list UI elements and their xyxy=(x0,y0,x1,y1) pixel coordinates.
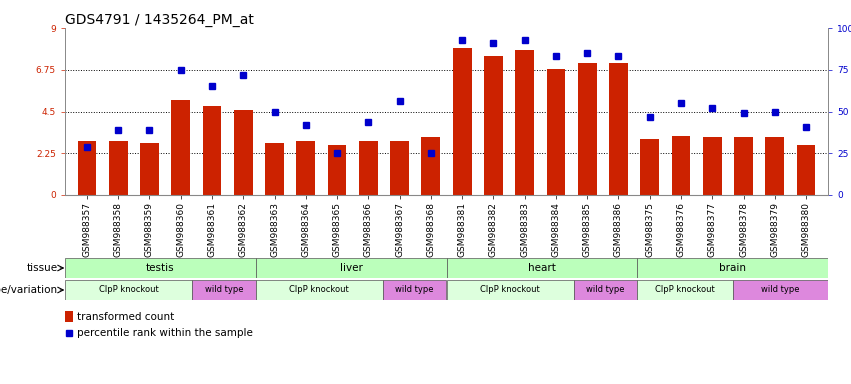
Bar xyxy=(109,141,128,195)
Text: ClpP knockout: ClpP knockout xyxy=(480,285,540,295)
Text: ClpP knockout: ClpP knockout xyxy=(289,285,349,295)
Bar xyxy=(421,137,440,195)
Bar xyxy=(296,141,315,195)
Bar xyxy=(65,280,192,300)
Bar xyxy=(637,258,828,278)
Text: ClpP knockout: ClpP knockout xyxy=(99,285,158,295)
Bar xyxy=(546,69,565,195)
Bar xyxy=(637,280,733,300)
Bar xyxy=(65,258,256,278)
Bar xyxy=(733,280,828,300)
Bar xyxy=(328,145,346,195)
Bar xyxy=(359,141,378,195)
Text: percentile rank within the sample: percentile rank within the sample xyxy=(77,328,253,338)
Bar xyxy=(447,258,637,278)
Bar xyxy=(171,100,190,195)
Text: testis: testis xyxy=(146,263,174,273)
Text: wild type: wild type xyxy=(761,285,800,295)
Bar xyxy=(266,143,284,195)
Bar xyxy=(797,145,815,195)
Text: wild type: wild type xyxy=(205,285,243,295)
Bar xyxy=(203,106,221,195)
Bar xyxy=(453,48,471,195)
Bar xyxy=(391,141,409,195)
Bar xyxy=(734,137,753,195)
Bar xyxy=(383,280,447,300)
Bar xyxy=(140,143,159,195)
Bar xyxy=(65,311,72,323)
Text: genotype/variation: genotype/variation xyxy=(0,285,57,295)
Bar xyxy=(765,137,785,195)
Text: wild type: wild type xyxy=(396,285,434,295)
Text: liver: liver xyxy=(340,263,363,273)
Bar xyxy=(447,280,574,300)
Bar xyxy=(578,63,597,195)
Bar xyxy=(574,280,637,300)
Bar xyxy=(256,280,383,300)
Text: transformed count: transformed count xyxy=(77,312,174,322)
Bar xyxy=(484,56,503,195)
Text: heart: heart xyxy=(528,263,556,273)
Bar xyxy=(234,110,253,195)
Bar xyxy=(640,139,660,195)
Text: tissue: tissue xyxy=(26,263,57,273)
Bar xyxy=(703,137,722,195)
Text: wild type: wild type xyxy=(586,285,625,295)
Text: GDS4791 / 1435264_PM_at: GDS4791 / 1435264_PM_at xyxy=(65,13,254,27)
Bar xyxy=(671,136,690,195)
Text: ClpP knockout: ClpP knockout xyxy=(655,285,715,295)
Text: brain: brain xyxy=(719,263,746,273)
Bar xyxy=(609,63,628,195)
Bar xyxy=(256,258,447,278)
Bar xyxy=(516,50,534,195)
Bar xyxy=(77,141,96,195)
Bar xyxy=(192,280,256,300)
